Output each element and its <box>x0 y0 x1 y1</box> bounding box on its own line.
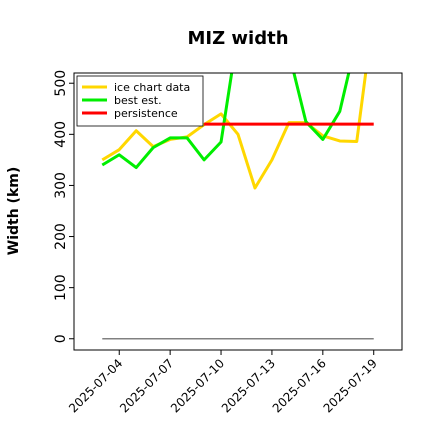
x-tick-label: 2025-07-07 <box>117 356 176 415</box>
y-tick-label: 500 <box>53 70 69 97</box>
legend-label: ice chart data <box>114 81 190 94</box>
plot-frame <box>73 72 403 351</box>
y-axis-label: Width (km) <box>6 167 22 256</box>
plot-lines <box>101 73 374 340</box>
x-tick-label: 2025-07-19 <box>321 356 380 415</box>
x-tick-label: 2025-07-04 <box>66 356 125 415</box>
y-tick-label: 200 <box>53 223 69 250</box>
legend-label: best est. <box>114 94 162 107</box>
y-tick-label: 0 <box>53 334 69 343</box>
legend-label: persistence <box>114 107 178 120</box>
y-tick-label: 400 <box>53 121 69 148</box>
x-tick-label: 2025-07-10 <box>168 356 227 415</box>
data-line <box>101 73 351 170</box>
y-tick-label: 100 <box>53 274 69 301</box>
y-tick-label: 300 <box>53 172 69 199</box>
x-tick-label: 2025-07-13 <box>219 356 278 415</box>
data-line <box>101 73 368 190</box>
chart-title: MIZ width <box>187 28 288 49</box>
x-tick-label: 2025-07-16 <box>270 356 329 415</box>
